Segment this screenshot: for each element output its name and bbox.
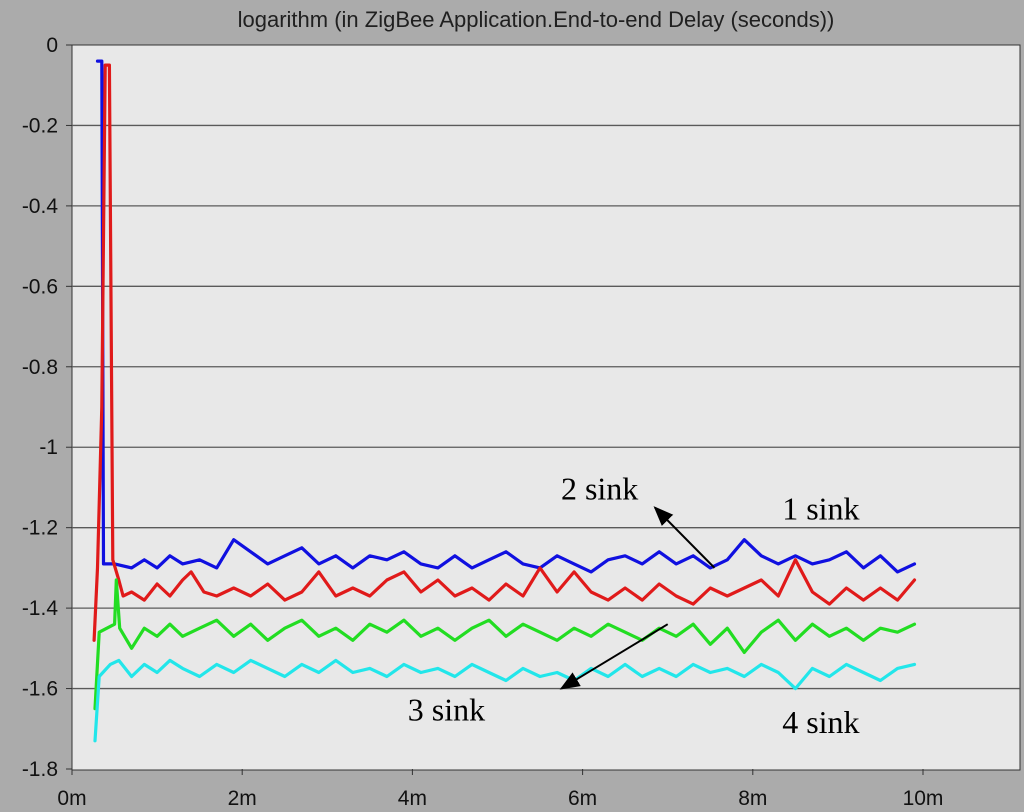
y-tick-label: -1.4 [22,597,59,620]
series-line-4 [93,658,917,743]
series-line-2 [92,63,917,642]
series-line-1 [95,59,917,574]
x-tick-label: 2m [228,787,257,810]
arrows [559,506,716,690]
annotation-label-4: 4 sink [782,704,859,740]
x-tick-label: 8m [738,787,767,810]
chart-title: logarithm (in ZigBee Application.End-to-… [238,7,835,32]
plot-area [71,44,1021,771]
annotation-label-1: 1 sink [782,491,859,527]
annotation-arrow-1 [653,506,716,569]
series-group [92,59,917,743]
grid [72,124,1020,690]
annotation-label-3: 3 sink [408,692,485,728]
y-tick-label: -1.8 [22,758,58,781]
x-axis: 0m 2m 4m 6m 8m 10m [57,769,943,810]
y-tick-label: -0.4 [22,195,59,218]
y-tick-label: 0 [46,34,58,57]
x-tick-label: 6m [568,787,597,810]
annotation-arrow-2 [559,623,669,690]
y-tick-label: -1.2 [22,517,58,540]
annotation-label-2: 2 sink [561,471,638,507]
y-tick-label: -1.6 [22,678,58,701]
x-tick-label: 10m [903,787,944,810]
series-line-3 [93,578,917,711]
y-tick-label: -0.2 [22,114,58,137]
y-tick-label: -0.8 [22,356,58,379]
y-tick-label: -0.6 [22,275,58,298]
annotations: 1 sink 2 sink 3 sink 4 sink [408,471,860,740]
y-axis: 0 -0.2 -0.4 -0.6 -0.8 -1 -1.2 -1.4 -1.6 -1.8 [22,34,72,781]
y-tick-label: -1 [39,436,58,459]
x-tick-label: 4m [398,787,427,810]
x-tick-label: 0m [57,787,86,810]
